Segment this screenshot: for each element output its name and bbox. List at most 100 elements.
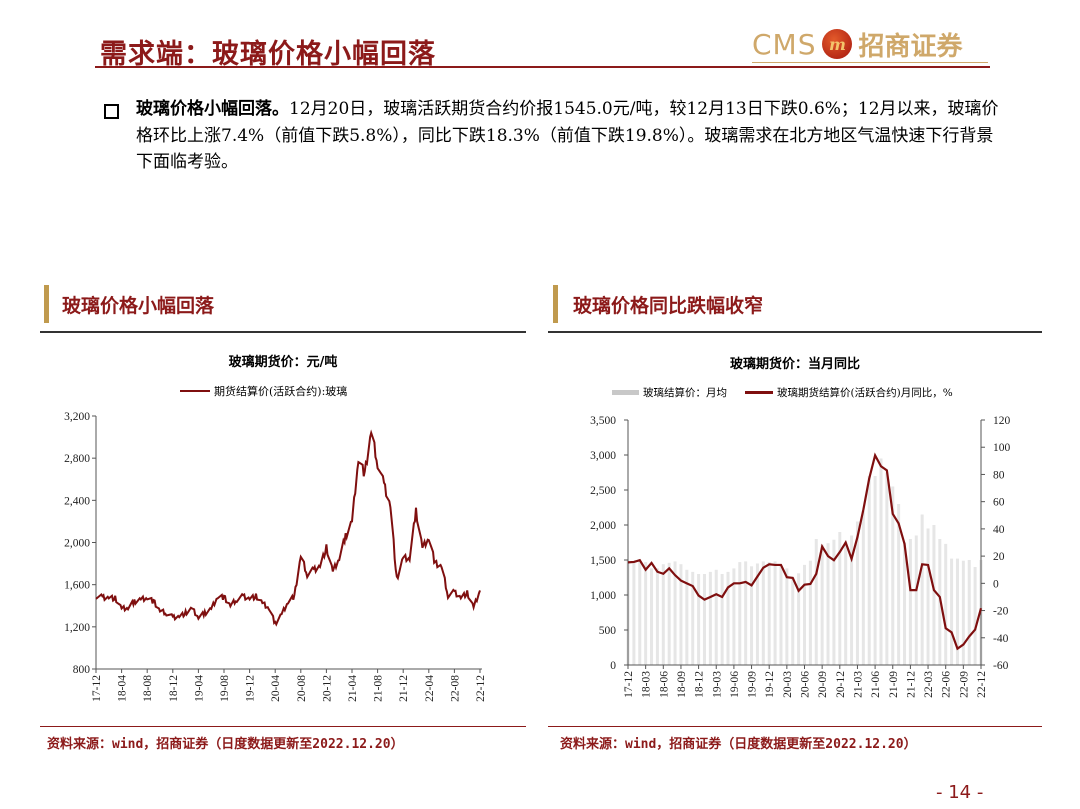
- source-divider: [548, 726, 1042, 727]
- x-tick-label: 19-12: [764, 671, 776, 698]
- bar-monthly-average: [655, 568, 659, 665]
- bar-monthly-average: [826, 543, 830, 665]
- y-tick-label: 3,200: [64, 411, 90, 423]
- y-tick-label: 2,400: [64, 495, 90, 507]
- bar-monthly-average: [685, 569, 689, 665]
- x-tick-label: 19-03: [711, 671, 723, 698]
- bar-monthly-average: [903, 542, 907, 665]
- y-tick-label-right: 60: [993, 497, 1005, 509]
- bar-monthly-average: [673, 561, 677, 665]
- panel-title-left: 玻璃价格小幅回落: [62, 295, 215, 317]
- panel-divider: [40, 331, 526, 333]
- y-tick-label: 1,600: [64, 580, 90, 592]
- bar-monthly-average: [973, 567, 977, 665]
- bar-monthly-average: [679, 564, 683, 665]
- bar-monthly-average: [755, 563, 759, 665]
- y-tick-label: 2,000: [64, 538, 90, 550]
- x-tick-label: 19-09: [747, 671, 759, 698]
- bar-monthly-average: [750, 566, 754, 665]
- y-tick-label: 2,800: [64, 453, 90, 465]
- legend-label: 期货结算价(活跃合约):玻璃: [214, 385, 348, 398]
- y-tick-label: 800: [73, 664, 91, 676]
- x-tick-label: 22-12: [976, 671, 988, 698]
- x-tick-label: 20-04: [270, 675, 282, 702]
- bullet-text: 12月20日，玻璃活跃期货合约价报1545.0元/吨，较12月13日下跌0.6%…: [136, 99, 999, 172]
- panel-title-right: 玻璃价格同比跌幅收窄: [573, 295, 764, 317]
- y-tick-label-left: 0: [610, 660, 616, 672]
- x-tick-label: 21-12: [905, 671, 917, 698]
- logo-cn: 招商证券: [858, 31, 963, 62]
- y-tick-label-right: -60: [993, 660, 1009, 672]
- bar-monthly-average: [738, 562, 742, 665]
- x-tick-label: 21-08: [373, 675, 385, 702]
- y-tick-label-left: 2,000: [590, 520, 616, 532]
- bar-monthly-average: [844, 541, 848, 665]
- bar-monthly-average: [955, 558, 959, 665]
- chart-left: 800 1,200 1,600 2,000 2,400 2,800 3,200 17-12 18…: [64, 411, 487, 702]
- legend-label: 玻璃期货结算价(活跃合约)月同比，%: [777, 387, 953, 399]
- x-tick-label: 20-08: [296, 675, 308, 702]
- bar-monthly-average: [891, 486, 895, 665]
- bar-monthly-average: [785, 568, 789, 665]
- x-tick-label: 17-12: [623, 671, 635, 698]
- bar-monthly-average: [697, 574, 701, 665]
- bar-monthly-average: [744, 561, 748, 665]
- bar-monthly-average: [820, 544, 824, 665]
- bar-monthly-average: [920, 514, 924, 665]
- bar-monthly-average: [667, 562, 671, 665]
- y-tick-label-left: 2,500: [590, 485, 616, 497]
- bar-monthly-average: [720, 574, 724, 665]
- x-tick-label: 20-06: [800, 671, 812, 698]
- x-tick-label: 19-08: [219, 675, 231, 702]
- bar-monthly-average: [944, 543, 948, 665]
- bar-monthly-average: [879, 458, 883, 665]
- panel-divider: [548, 331, 1042, 333]
- legend-right: 玻璃结算价：月均 玻璃期货结算价(活跃合约)月同比，%: [612, 385, 953, 400]
- bar-monthly-average: [779, 564, 783, 665]
- bar-monthly-average: [814, 539, 818, 665]
- panel-accent-bar: [553, 285, 558, 323]
- y-tick-label-right: 20: [993, 551, 1005, 563]
- y-tick-label-right: 0: [993, 578, 999, 590]
- bar-monthly-average: [702, 574, 706, 665]
- source-left: 资料来源：wind，招商证券（日度数据更新至2022.12.20）: [47, 737, 404, 752]
- panel-accent-bar: [44, 285, 49, 323]
- bar-monthly-average: [797, 573, 801, 665]
- y-tick-label-right: 120: [993, 415, 1011, 427]
- y-tick-label-left: 500: [599, 625, 617, 637]
- bar-monthly-average: [867, 476, 871, 665]
- bar-monthly-average: [638, 561, 642, 665]
- y-tick-label-right: -40: [993, 633, 1009, 645]
- x-tick-label: 22-09: [958, 671, 970, 698]
- bar-monthly-average: [861, 511, 865, 665]
- bar-monthly-average: [732, 568, 736, 665]
- x-tick-label: 18-08: [142, 675, 154, 702]
- bar-monthly-average: [803, 564, 806, 665]
- y-tick-label-left: 3,000: [590, 450, 616, 462]
- x-tick-label: 19-04: [193, 675, 205, 702]
- x-tick-label: 18-12: [168, 675, 180, 702]
- legend-label: 玻璃结算价：月均: [643, 387, 727, 399]
- bar-monthly-average: [726, 571, 730, 665]
- y-tick-label-right: 40: [993, 524, 1005, 536]
- bullet-paragraph: 玻璃价格小幅回落。12月20日，玻璃活跃期货合约价报1545.0元/吨，较12月…: [104, 96, 1004, 176]
- bar-monthly-average: [708, 571, 712, 665]
- x-tick-label: 22-06: [941, 671, 953, 698]
- bar-monthly-average: [961, 560, 965, 665]
- bar-monthly-average: [950, 558, 954, 665]
- legend-line-swatch: [745, 391, 773, 394]
- x-tick-label: 22-12: [475, 675, 487, 702]
- source-divider: [40, 726, 526, 727]
- logo-badge-icon: m: [822, 29, 853, 59]
- x-tick-label: 18-03: [641, 671, 653, 698]
- legend-line-swatch: [180, 389, 210, 393]
- logo-underline: [752, 62, 988, 63]
- bar-monthly-average: [761, 561, 765, 665]
- x-tick-label: 18-06: [658, 671, 670, 698]
- x-tick-label: 17-12: [91, 675, 103, 702]
- x-tick-label: 21-06: [870, 671, 882, 698]
- x-tick-label: 22-08: [449, 675, 461, 702]
- bar-monthly-average: [650, 568, 654, 665]
- bar-monthly-average: [932, 525, 936, 665]
- bar-monthly-average: [908, 539, 912, 665]
